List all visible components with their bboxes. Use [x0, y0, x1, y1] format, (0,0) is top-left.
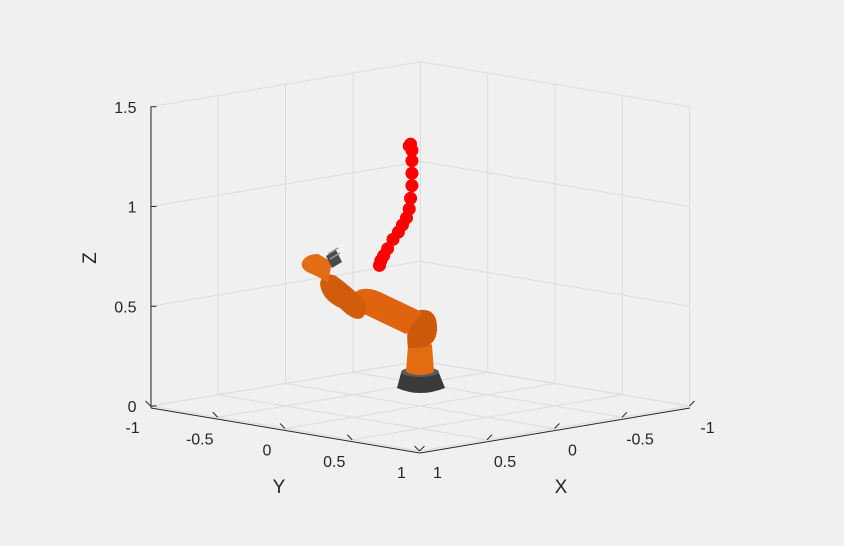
- trajectory-point: [402, 139, 416, 153]
- grid-line: [420, 360, 690, 407]
- trajectory-point: [405, 166, 419, 180]
- robot-link-5: [301, 254, 332, 282]
- y-tick: [212, 411, 219, 418]
- y-axis-label: Y: [273, 477, 286, 498]
- grid-line: [217, 394, 488, 441]
- x-tick-label: -1: [700, 420, 714, 437]
- x-tick-label: 0.5: [494, 454, 516, 471]
- y-tick-label: 1: [397, 465, 406, 482]
- points-layer: [372, 137, 419, 272]
- x-tick: [419, 445, 425, 452]
- x-axis-line: [419, 407, 691, 454]
- y-tick: [279, 423, 286, 429]
- robot-base: [397, 373, 445, 393]
- grid-line: [420, 61, 690, 108]
- y-tick-label: -0.5: [186, 431, 214, 448]
- x-tick: [689, 400, 695, 407]
- grid-line: [420, 260, 690, 307]
- x-axis-label: X: [555, 477, 568, 498]
- x-tick: [486, 434, 493, 441]
- y-tick: [145, 400, 151, 407]
- x-tick-label: 1: [433, 465, 442, 482]
- robot-link-4: [320, 274, 367, 319]
- trajectory-point: [405, 154, 419, 168]
- y-tick-label: 0.5: [323, 454, 345, 471]
- z-tick-label: 0.5: [114, 299, 136, 316]
- y-tick: [414, 445, 420, 452]
- trajectory-point: [402, 202, 416, 216]
- trajectory-point: [405, 179, 419, 193]
- z-tick-label: 1: [128, 200, 137, 217]
- y-tick-label: -1: [125, 420, 139, 437]
- robot-link-1: [406, 340, 434, 375]
- grid-line: [420, 161, 690, 207]
- grid-line: [150, 61, 421, 108]
- x-tick: [554, 423, 560, 429]
- z-tick-label: 0: [128, 399, 137, 416]
- axes-layer: [150, 107, 691, 454]
- y-tick-label: 0: [263, 443, 272, 460]
- x-tick: [621, 411, 628, 418]
- y-axis-line: [150, 407, 421, 454]
- robot-flange-ring: [327, 247, 341, 260]
- x-tick-label: 0: [568, 443, 577, 460]
- robot-arm: [301, 247, 445, 393]
- grid-line: [284, 383, 556, 429]
- grid-line: [352, 394, 623, 441]
- grid-line: [150, 161, 421, 207]
- grid-line: [150, 360, 421, 407]
- z-axis-label: Z: [80, 252, 101, 264]
- ticks-layer: 0 0.5 1 1.5 -1 -0.5 0 0.5 1 1 0.5 0 -0.5 -1: [114, 100, 714, 482]
- robot-link-3: [351, 288, 422, 334]
- trajectory-point: [404, 191, 418, 205]
- x-tick-label: -0.5: [626, 431, 654, 448]
- y-tick: [346, 434, 353, 441]
- z-tick-label: 1.5: [114, 100, 136, 117]
